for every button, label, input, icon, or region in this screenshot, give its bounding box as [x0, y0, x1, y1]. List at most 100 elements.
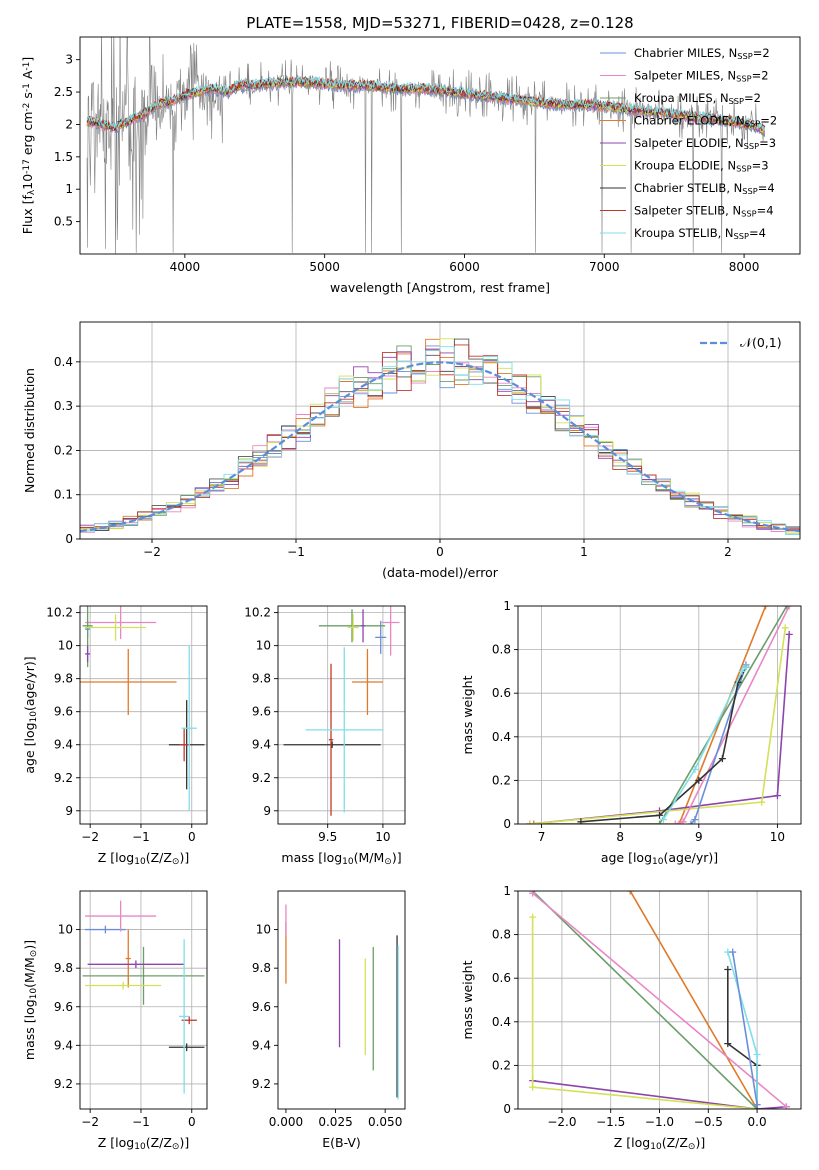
weight-marker [656, 811, 663, 819]
y-tick-label: 9.2 [252, 771, 271, 785]
residuals-legend: 𝒩(0,1) [700, 335, 782, 350]
legend-label: Chabrier STELIB, NSSP=4 [634, 181, 775, 196]
axes-frame [277, 890, 406, 1110]
weight-marker [773, 792, 781, 800]
mass_weight_vs_age-plot [526, 606, 793, 824]
weight-marker [656, 820, 663, 824]
y-tick-label: 10.2 [244, 606, 271, 620]
weight-line [532, 1079, 787, 1109]
spectrum-plot [86, 37, 766, 254]
y-axis-label: Normed distribution [22, 368, 37, 493]
y-tick-label: 9.8 [54, 961, 73, 975]
age_vs_Z-frame: −2 −1 0 9 9.2 9.4 9.6 9.8 10 10.2 Z [log10(Z/Z⊙)] a… [22, 605, 208, 867]
x-tick-label: 8000 [729, 260, 760, 274]
weight-marker [529, 891, 537, 897]
weight-marker [671, 820, 679, 824]
y-tick-label: 9.2 [252, 1077, 271, 1091]
x-tick-label: 4000 [170, 260, 201, 274]
y-axis-label: mass weight [460, 675, 475, 754]
legend-label: Kroupa STELIB, NSSP=4 [634, 226, 766, 241]
x-axis-label: mass [log10(M/M⊙)] [281, 850, 401, 867]
x-tick-label: 0.025 [318, 1115, 352, 1129]
weight-marker [738, 667, 746, 675]
y-tick-label: 2 [65, 117, 73, 131]
y-tick-label: 0.2 [54, 443, 73, 457]
mass_vs_Z-axes [80, 891, 207, 1109]
y-tick-label: 10 [58, 923, 73, 937]
axes-frame [517, 605, 802, 825]
weight-marker [526, 820, 534, 824]
y-tick-label: 9.2 [54, 771, 73, 785]
age_vs_mass-plot [283, 606, 400, 816]
x-axis-label: (data-model)/error [382, 565, 499, 580]
weight-marker [626, 891, 634, 895]
weight-line [529, 634, 790, 824]
x-tick-label: 0 [188, 1115, 196, 1129]
weight-marker [724, 1040, 732, 1048]
y-tick-label: 9.8 [54, 672, 73, 686]
y-tick-label: 0 [503, 817, 511, 831]
weight-marker [659, 816, 667, 824]
mass_vs_ebv-plot [285, 904, 399, 1100]
legend-label: Chabrier MILES, NSSP=2 [634, 46, 770, 61]
x-tick-label: −2.0 [547, 1115, 576, 1129]
y-tick-label: 9 [65, 804, 73, 818]
y-tick-label: 1 [65, 182, 73, 196]
x-tick-label: 6000 [449, 260, 480, 274]
x-axis-label: age [log10(age/yr)] [601, 850, 718, 867]
mass_weight_vs_Z-frame: −2.0 −1.5 −1.0 −0.5 0.0 0 0.2 0.4 0.6 0.8 1 Z [log1… [460, 884, 802, 1152]
x-tick-label: 1 [580, 545, 588, 559]
x-tick-label: −1 [132, 1115, 150, 1129]
y-tick-label: 0.6 [492, 686, 511, 700]
weight-marker [724, 965, 732, 973]
age_vs_mass-axes [278, 606, 405, 824]
weight-marker [742, 663, 750, 671]
y-tick-label: 0.1 [54, 488, 73, 502]
x-tick-label: −1 [132, 830, 150, 844]
figure-title: PLATE=1558, MJD=53271, FIBERID=0428, z=0… [246, 14, 633, 32]
y-tick-label: 9.6 [252, 705, 271, 719]
weight-marker [529, 1083, 537, 1091]
axes-frame [79, 890, 208, 1110]
y-tick-label: 0.3 [54, 399, 73, 413]
x-axis-label: Z [log10(Z/Z⊙)] [614, 1135, 705, 1152]
x-tick-label: 7 [538, 830, 546, 844]
y-tick-label: 9.4 [54, 738, 73, 752]
x-axis-label: Z [log10(Z/Z⊙)] [98, 850, 189, 867]
x-tick-label: −2 [81, 830, 99, 844]
y-tick-label: 9.6 [54, 1000, 73, 1014]
x-tick-label: 9.5 [318, 830, 337, 844]
weight-line [533, 606, 767, 824]
x-tick-label: 0.0 [748, 1115, 767, 1129]
weight-marker [718, 755, 726, 763]
y-tick-label: 1.5 [54, 150, 73, 164]
y-tick-label: 0.6 [492, 971, 511, 985]
weight-marker [783, 606, 791, 610]
x-tick-label: 0.050 [368, 1115, 402, 1129]
mass_weight_vs_age-axes [518, 605, 801, 825]
spectrum-legend: Chabrier MILES, NSSP=2 Salpeter MILES, NS… [600, 46, 777, 241]
weight-marker [758, 798, 766, 806]
axes-frame [79, 36, 801, 255]
y-tick-label: 0.8 [492, 928, 511, 942]
x-tick-label: 10 [375, 830, 390, 844]
legend-label: Kroupa ELODIE, NSSP=3 [634, 159, 769, 174]
y-tick-label: 10 [256, 639, 271, 653]
y-tick-label: 9.4 [252, 1038, 271, 1052]
y-tick-label: 0 [65, 532, 73, 546]
y-tick-label: 10 [58, 639, 73, 653]
weight-marker [691, 816, 699, 824]
legend-label: Salpeter STELIB, NSSP=4 [634, 204, 774, 219]
weight-marker [729, 948, 737, 956]
axes-frame [277, 605, 406, 825]
y-tick-label: 3 [65, 53, 73, 67]
y-axis-label: mass weight [460, 960, 475, 1039]
weight-line [662, 666, 747, 821]
y-tick-label: 1 [503, 884, 511, 898]
y-tick-label: 0.8 [492, 643, 511, 657]
y-axis-label: mass [log10(M/M⊙)] [22, 940, 39, 1060]
weight-line [531, 917, 758, 1109]
legend-label: Salpeter ELODIE, NSSP=3 [634, 136, 776, 151]
x-tick-label: −2 [143, 545, 161, 559]
